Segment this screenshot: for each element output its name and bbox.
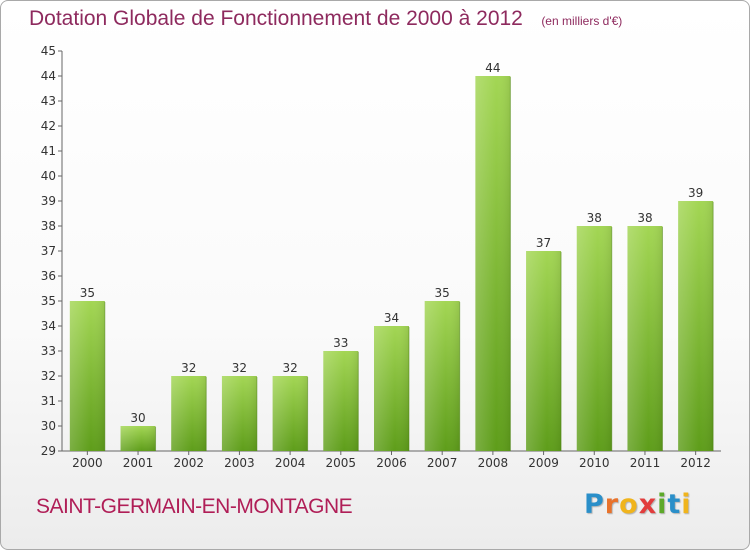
data-label: 37 [536, 236, 551, 250]
data-label: 44 [485, 61, 500, 75]
logo-letter: r [604, 489, 620, 520]
bar-sheen [171, 376, 207, 451]
bar-sheen [627, 226, 663, 451]
data-label: 32 [232, 361, 247, 375]
x-tick-label: 2003 [224, 456, 255, 470]
logo-letter: i [657, 489, 668, 520]
y-tick-label: 36 [41, 269, 56, 283]
proxiti-logo: Proxiti [584, 489, 692, 520]
bar-sheen [374, 326, 409, 451]
x-tick-label: 2006 [376, 456, 407, 470]
y-tick-label: 40 [41, 169, 56, 183]
y-tick-label: 34 [41, 319, 56, 333]
labels: 35 2000 30 2001 32 2002 32 2003 32 2004 33 2005 34 20… [72, 61, 711, 470]
data-label: 32 [181, 361, 196, 375]
y-tick-label: 33 [41, 344, 56, 358]
logo-letter: i [681, 489, 692, 520]
x-tick-label: 2002 [173, 456, 204, 470]
y-tick-label: 37 [41, 244, 56, 258]
y-tick-label: 42 [41, 119, 56, 133]
bar-sheen [69, 301, 105, 451]
x-tick-label: 2001 [123, 456, 154, 470]
y-tick-label: 45 [41, 44, 56, 58]
x-tick-label: 2011 [630, 456, 661, 470]
x-tick-label: 2005 [326, 456, 357, 470]
x-tick-label: 2012 [680, 456, 711, 470]
logo-letter: x [638, 489, 658, 520]
x-tick-label: 2004 [275, 456, 306, 470]
data-label: 38 [637, 211, 652, 225]
y-tick-label: 41 [41, 144, 56, 158]
data-label: 38 [587, 211, 602, 225]
y-tick-label: 30 [41, 419, 56, 433]
chart-title: Dotation Globale de Fonctionnement de 20… [29, 7, 523, 30]
y-tick-label: 38 [41, 219, 56, 233]
data-label: 32 [282, 361, 297, 375]
y-tick-label: 29 [41, 444, 56, 458]
logo-letter: P [584, 489, 605, 520]
bar-sheen [526, 251, 562, 451]
bar-sheen [272, 376, 308, 451]
x-tick-label: 2000 [72, 456, 103, 470]
x-tick-label: 2010 [579, 456, 610, 470]
bar-sheen [221, 376, 257, 451]
bar-sheen [323, 351, 359, 451]
logo-letter: o [619, 489, 639, 520]
y-tick-label: 44 [41, 69, 56, 83]
bars [69, 76, 714, 451]
y-tick-label: 31 [41, 394, 56, 408]
bar-sheen [120, 426, 156, 451]
data-label: 39 [688, 186, 703, 200]
x-tick-label: 2009 [528, 456, 559, 470]
data-label: 30 [130, 411, 145, 425]
data-label: 34 [384, 311, 399, 325]
x-tick-label: 2007 [427, 456, 458, 470]
y-tick-label: 35 [41, 294, 56, 308]
data-label: 33 [333, 336, 348, 350]
commune-name: SAINT-GERMAIN-EN-MONTAGNE [36, 495, 353, 518]
data-label: 35 [80, 286, 95, 300]
logo-letter: t [667, 489, 682, 520]
y-tick-label: 32 [41, 369, 56, 383]
chart-subtitle: (en milliers d'€) [541, 14, 623, 28]
bar-sheen [576, 226, 612, 451]
bar-sheen [678, 201, 714, 451]
y-tick-label: 43 [41, 94, 56, 108]
bar-sheen [424, 301, 460, 451]
title-row: Dotation Globale de Fonctionnement de 20… [29, 7, 622, 31]
x-tick-label: 2008 [478, 456, 509, 470]
y-tick-label: 39 [41, 194, 56, 208]
data-label: 35 [435, 286, 450, 300]
bar-sheen [475, 76, 511, 451]
